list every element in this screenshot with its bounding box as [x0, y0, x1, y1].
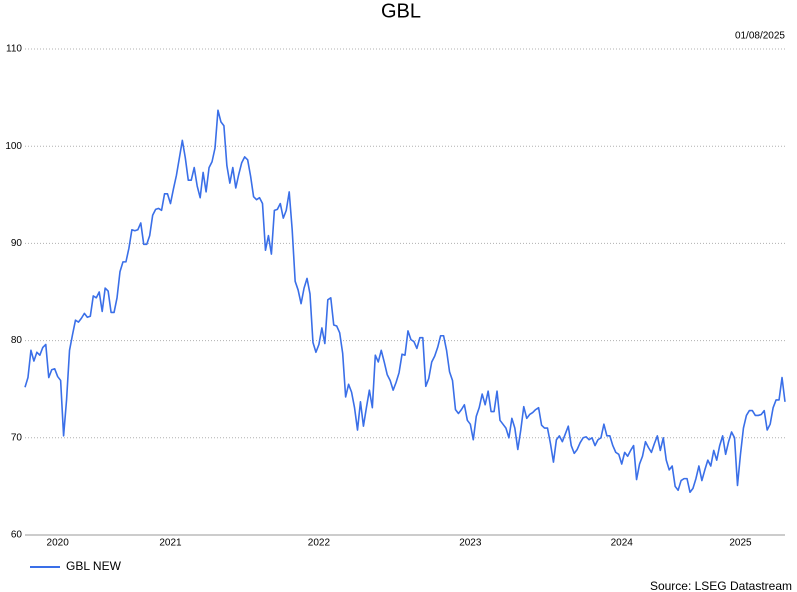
x-tick-label: 2020 — [47, 538, 70, 549]
legend-label: GBL NEW — [66, 559, 122, 573]
x-tick-label: 2022 — [308, 538, 331, 549]
y-tick-label: 70 — [11, 432, 23, 443]
y-tick-label: 90 — [11, 238, 23, 249]
line-series — [24, 109, 786, 494]
date-label: 01/08/2025 — [735, 31, 785, 42]
x-tick-label: 2024 — [611, 538, 634, 549]
y-tick-label: 110 — [6, 44, 22, 55]
y-tick-label: 80 — [11, 335, 23, 346]
x-tick-label: 2021 — [159, 538, 182, 549]
y-tick-label: 100 — [5, 141, 22, 152]
x-tick-label: 2023 — [459, 538, 482, 549]
chart-title: GBL — [381, 0, 421, 22]
x-tick-label: 2025 — [729, 538, 752, 549]
y-tick-label: 60 — [11, 530, 23, 541]
source-label: Source: LSEG Datastream — [650, 579, 792, 592]
